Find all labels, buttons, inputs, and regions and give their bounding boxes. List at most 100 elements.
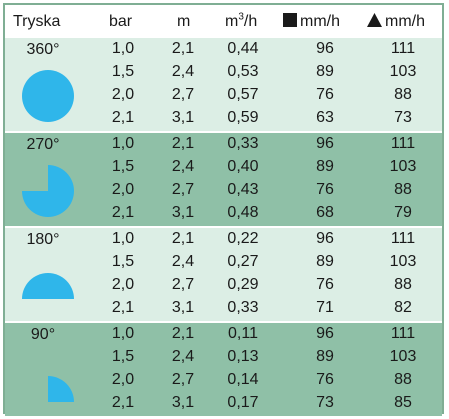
cell-flow: 0,11 — [228, 325, 258, 342]
cell-bar: 2,0 — [111, 371, 135, 388]
cell-mm-square: 96 — [316, 325, 334, 342]
cell-m: 2,1 — [171, 230, 195, 247]
cell-mm-square: 89 — [316, 158, 334, 175]
cell-bar: 2,0 — [111, 86, 135, 103]
cell-m: 2,4 — [171, 63, 195, 80]
table-row: 1,5 2,4 0,53 89 103 — [5, 61, 442, 84]
cell-bar: 2,1 — [111, 204, 135, 221]
table-row: 2,0 2,7 0,29 76 88 — [5, 274, 442, 297]
table-row: 2,1 3,1 0,48 68 79 — [5, 202, 442, 225]
cell-bar: 2,1 — [111, 299, 135, 316]
group-angle: 360° — [26, 41, 60, 58]
header-flow-base: m — [225, 13, 239, 30]
cell-mm-square: 89 — [316, 63, 334, 80]
table-row: 1,0 2,1 0,44 96 111 — [5, 38, 442, 61]
quarter-circle-icon — [48, 376, 74, 402]
three-quarter-circle-icon — [22, 165, 74, 217]
cell-mm-square: 96 — [316, 135, 334, 152]
cell-mm-square: 76 — [316, 276, 334, 293]
cell-m: 3,1 — [171, 394, 195, 411]
cell-flow: 0,48 — [227, 204, 259, 221]
cell-mm-triangle: 88 — [394, 181, 412, 198]
table-row: 2,1 3,1 0,59 63 73 — [5, 107, 442, 130]
cell-m: 3,1 — [171, 299, 195, 316]
cell-flow: 0,27 — [227, 253, 259, 270]
triangle-icon — [367, 13, 382, 27]
group-angle: 180° — [26, 231, 60, 248]
cell-bar: 2,0 — [111, 276, 135, 293]
cell-m: 3,1 — [171, 109, 195, 126]
table-row: 2,1 3,1 0,17 73 85 — [5, 392, 442, 415]
group-180: 180° 1,0 2,1 0,22 96 111 1,5 2,4 0,27 89… — [5, 228, 442, 321]
cell-mm-triangle: 73 — [394, 109, 412, 126]
header-m: m — [177, 13, 191, 30]
cell-flow: 0,29 — [227, 276, 259, 293]
table-header: Tryska bar m m3/h mm/h mm/h — [5, 5, 442, 38]
header-mm-square-label: mm/h — [300, 13, 340, 30]
cell-flow: 0,33 — [227, 135, 259, 152]
cell-mm-triangle: 79 — [394, 204, 412, 221]
cell-mm-triangle: 111 — [390, 325, 416, 342]
cell-m: 2,4 — [171, 348, 195, 365]
group-divider — [5, 226, 442, 228]
cell-mm-square: 89 — [316, 348, 334, 365]
cell-mm-square: 73 — [316, 394, 334, 411]
cell-mm-triangle: 103 — [389, 348, 417, 365]
cell-m: 2,1 — [171, 40, 195, 57]
group-divider — [5, 321, 442, 323]
header-flow: m3/h — [225, 11, 258, 31]
cell-bar: 2,0 — [111, 181, 135, 198]
cell-flow: 0,40 — [227, 158, 259, 175]
cell-m: 2,7 — [171, 181, 195, 198]
cell-mm-square: 89 — [316, 253, 334, 270]
cell-mm-triangle: 85 — [394, 394, 412, 411]
cell-bar: 1,0 — [111, 325, 135, 342]
group-360: 360° 1,0 2,1 0,44 96 111 1,5 2,4 0,53 89… — [5, 38, 442, 131]
header-flow-sup: 3 — [238, 11, 244, 23]
header-bar: bar — [109, 13, 133, 30]
cell-flow: 0,57 — [227, 86, 259, 103]
cell-m: 2,4 — [171, 158, 195, 175]
cell-mm-square: 76 — [316, 86, 334, 103]
cell-mm-triangle: 103 — [389, 63, 417, 80]
cell-mm-triangle: 111 — [390, 135, 416, 152]
table-row: 1,0 2,1 0,11 96 111 — [5, 323, 442, 346]
group-divider — [5, 131, 442, 133]
cell-bar: 1,5 — [111, 158, 135, 175]
cell-bar: 1,0 — [111, 230, 135, 247]
cell-flow: 0,43 — [227, 181, 259, 198]
cell-flow: 0,14 — [227, 371, 259, 388]
group-270: 270° 1,0 2,1 0,33 96 111 1,5 2,4 0,40 89… — [5, 133, 442, 226]
cell-mm-triangle: 111 — [390, 230, 416, 247]
cell-m: 2,7 — [171, 276, 195, 293]
table-row: 1,5 2,4 0,40 89 103 — [5, 156, 442, 179]
cell-m: 2,1 — [171, 325, 195, 342]
cell-flow: 0,44 — [227, 40, 259, 57]
cell-flow: 0,13 — [227, 348, 259, 365]
table-row: 2,0 2,7 0,43 76 88 — [5, 179, 442, 202]
cell-mm-square: 63 — [316, 109, 334, 126]
cell-mm-square: 76 — [316, 181, 334, 198]
table-row: 1,5 2,4 0,27 89 103 — [5, 251, 442, 274]
cell-mm-triangle: 82 — [394, 299, 412, 316]
cell-mm-triangle: 103 — [389, 158, 417, 175]
table-row: 2,1 3,1 0,33 71 82 — [5, 297, 442, 320]
table-row: 1,0 2,1 0,22 96 111 — [5, 228, 442, 251]
cell-bar: 2,1 — [111, 394, 135, 411]
cell-flow: 0,22 — [227, 230, 259, 247]
header-mm-square: mm/h — [283, 13, 340, 31]
header-mm-triangle-label: mm/h — [385, 13, 425, 30]
full-circle-icon — [22, 70, 74, 122]
cell-m: 2,7 — [171, 371, 195, 388]
table-row: 1,5 2,4 0,13 89 103 — [5, 346, 442, 369]
cell-flow: 0,33 — [227, 299, 259, 316]
cell-m: 2,7 — [171, 86, 195, 103]
cell-flow: 0,17 — [227, 394, 259, 411]
table-row: 2,0 2,7 0,57 76 88 — [5, 84, 442, 107]
cell-mm-triangle: 88 — [394, 86, 412, 103]
square-icon — [283, 13, 297, 27]
header-flow-tail: /h — [243, 13, 258, 30]
table-row: 1,0 2,1 0,33 96 111 — [5, 133, 442, 156]
cell-m: 2,4 — [171, 253, 195, 270]
group-angle: 270° — [26, 136, 60, 153]
